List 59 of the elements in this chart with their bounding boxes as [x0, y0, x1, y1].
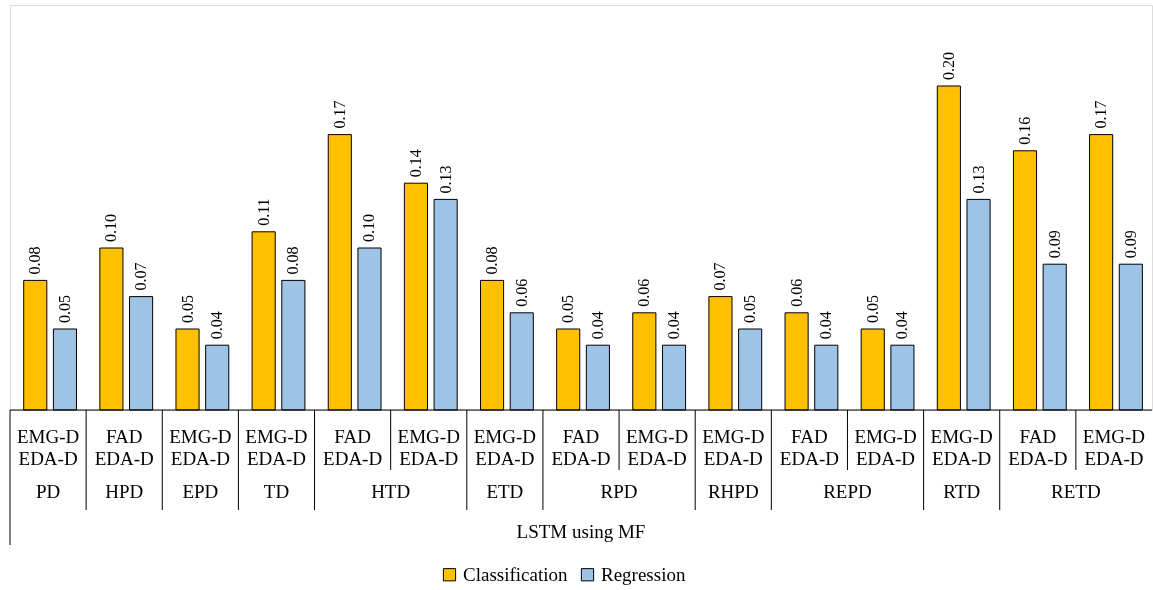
category-label: FAD EDA-D [1008, 426, 1068, 469]
data-label: 0.10 [360, 214, 378, 242]
text: ETD [486, 481, 524, 502]
data-label: 0.13 [436, 165, 454, 194]
text: EPD [182, 481, 219, 502]
data-label: 0.06 [787, 278, 805, 307]
category-label: EMG-D EDA-D [1082, 426, 1146, 469]
data-label: 0.13 [969, 165, 987, 194]
text: RETD [1051, 481, 1101, 502]
category-label: FAD EDA-D [551, 426, 611, 469]
data-label: 0.08 [483, 246, 501, 275]
category-label: FAD EDA-D [94, 426, 154, 469]
category-label: FAD EDA-D [779, 426, 839, 469]
data-label: 0.04 [665, 311, 683, 340]
data-label: 0.05 [178, 295, 196, 323]
data-label: 0.04 [588, 311, 606, 340]
text: RPD [600, 481, 638, 502]
data-label: 0.14 [406, 149, 424, 178]
category-label: EMG-D EDA-D [397, 426, 460, 469]
data-label: 0.17 [1092, 100, 1110, 129]
data-label: 0.06 [635, 278, 653, 307]
text: REPD [823, 481, 872, 502]
legend-label: Classification [463, 563, 568, 585]
legend-label: Regression [601, 563, 686, 585]
category-label: EMG-D EDA-D [854, 426, 917, 469]
text: HTD [371, 481, 411, 502]
text: LSTM using MF [516, 521, 646, 542]
text: RHPD [707, 481, 759, 502]
data-label: 0.06 [512, 278, 530, 307]
data-label: 0.04 [893, 311, 911, 340]
data-label: 0.07 [132, 262, 150, 291]
category-label: EMG-D EDA-D [473, 426, 537, 469]
category-label: EMG-D EDA-D [702, 426, 765, 469]
data-label: 0.08 [26, 246, 44, 275]
data-label: 0.04 [208, 311, 226, 340]
data-label: 0.07 [711, 262, 729, 291]
data-label: 0.17 [330, 100, 348, 129]
data-label: 0.04 [817, 311, 835, 340]
data-label: 0.05 [559, 295, 577, 323]
category-label: EMG-D EDA-D [169, 426, 232, 469]
data-label: 0.20 [939, 52, 957, 80]
data-label: 0.05 [741, 295, 759, 323]
category-label: FAD EDA-D [323, 426, 383, 469]
category-label: EMG-D EDA-D [625, 426, 689, 469]
category-label: EMG-D EDA-D [16, 426, 80, 469]
data-label: 0.10 [102, 214, 120, 242]
text: RTD [943, 481, 981, 502]
data-label: 0.05 [863, 295, 881, 323]
data-label: 0.05 [55, 295, 73, 323]
category-label: EMG-D EDA-D [245, 426, 308, 469]
data-label: 0.09 [1121, 230, 1139, 259]
data-label: 0.09 [1045, 230, 1063, 259]
data-label: 0.11 [254, 198, 272, 226]
data-label: 0.16 [1015, 116, 1033, 145]
text: PD [35, 481, 61, 502]
text: TD [263, 481, 290, 502]
category-label: EMG-D EDA-D [930, 426, 993, 469]
data-label: 0.08 [284, 246, 302, 275]
text: HPD [105, 481, 144, 502]
